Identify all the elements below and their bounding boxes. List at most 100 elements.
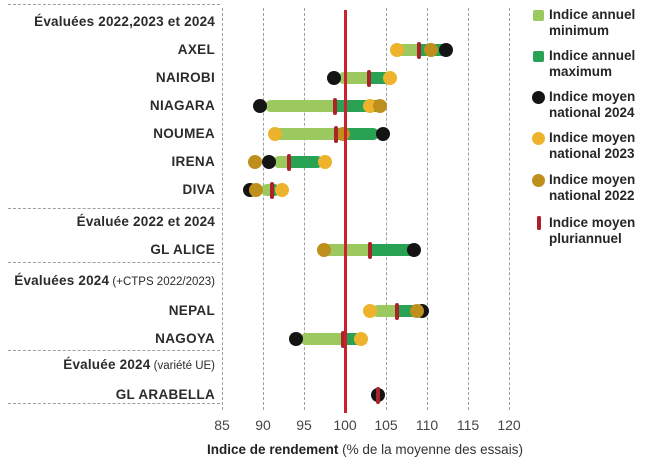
bar-minimum-segment bbox=[264, 100, 336, 112]
legend-item: Indice moyen pluriannuel bbox=[531, 215, 650, 246]
gridline bbox=[467, 8, 469, 410]
x-axis-title: Indice de rendement (% de la moyenne des… bbox=[120, 442, 610, 457]
section-header: Évaluée 2024 (variété UE) bbox=[63, 355, 215, 375]
section-separator bbox=[8, 403, 220, 404]
section-separator bbox=[8, 208, 220, 209]
legend-item: Indice moyen national 2023 bbox=[531, 130, 650, 161]
section-header: Évaluées 2022,2023 et 2024 bbox=[34, 12, 215, 32]
x-tick-label: 115 bbox=[456, 417, 480, 433]
section-header-note: (variété UE) bbox=[150, 360, 215, 372]
legend-label: Indice moyen national 2024 bbox=[549, 89, 636, 120]
dot-national-2024 bbox=[261, 155, 276, 169]
section-header-text: Évaluée 2024 bbox=[63, 357, 151, 372]
legend-square-marker bbox=[533, 51, 544, 62]
reference-line-100 bbox=[344, 10, 347, 413]
x-tick-label: 100 bbox=[333, 417, 357, 433]
pluriannual-mean-tick bbox=[368, 241, 373, 259]
legend-vbar-marker bbox=[537, 216, 541, 230]
legend-label: Indice moyen national 2023 bbox=[549, 130, 636, 161]
variety-label: NAGOYA bbox=[155, 331, 215, 346]
legend-circle-marker bbox=[532, 91, 545, 104]
dot-national-2023 bbox=[389, 43, 404, 57]
dot-national-2022 bbox=[249, 183, 264, 197]
x-tick-label: 110 bbox=[415, 417, 439, 433]
legend-square-marker bbox=[533, 10, 544, 21]
section-header-text: Évaluée 2022 et 2024 bbox=[76, 214, 215, 229]
dot-national-2022 bbox=[410, 304, 425, 318]
variety-label: AXEL bbox=[177, 42, 215, 57]
dot-national-2022 bbox=[247, 155, 262, 169]
dot-national-2023 bbox=[318, 155, 333, 169]
annual-range-bar bbox=[272, 128, 380, 140]
variety-label: NIAGARA bbox=[149, 98, 215, 113]
bar-maximum-segment bbox=[289, 156, 323, 168]
dot-national-2024 bbox=[438, 43, 453, 57]
bar-minimum-segment bbox=[272, 156, 290, 168]
x-tick-label: 95 bbox=[296, 417, 312, 433]
gridline bbox=[262, 8, 264, 410]
dot-national-2024 bbox=[375, 127, 390, 141]
legend-item: Indice annuel minimum bbox=[531, 7, 650, 38]
variety-label: DIVA bbox=[182, 182, 215, 197]
bar-minimum-segment bbox=[261, 184, 273, 196]
bar-minimum-segment bbox=[272, 128, 336, 140]
x-tick-label: 90 bbox=[255, 417, 271, 433]
variety-label: IRENA bbox=[171, 154, 215, 169]
x-tick-label: 85 bbox=[214, 417, 230, 433]
dot-national-2024 bbox=[406, 243, 421, 257]
gridline bbox=[221, 8, 223, 410]
legend-item: Indice moyen national 2022 bbox=[531, 172, 650, 203]
legend-circle-marker bbox=[532, 132, 545, 145]
pluriannual-mean-tick bbox=[333, 125, 338, 143]
gridline bbox=[426, 8, 428, 410]
variety-label: GL ARABELLA bbox=[115, 387, 215, 402]
bar-minimum-segment bbox=[372, 305, 397, 317]
legend-label: Indice moyen national 2022 bbox=[549, 172, 636, 203]
dot-national-2023 bbox=[383, 71, 398, 85]
x-tick-label: 120 bbox=[497, 417, 521, 433]
legend-label: Indice annuel minimum bbox=[549, 7, 636, 38]
legend-item: Indice moyen national 2024 bbox=[531, 89, 650, 120]
legend-circle-marker bbox=[532, 174, 545, 187]
gridline bbox=[303, 8, 305, 410]
pluriannual-mean-tick bbox=[375, 386, 380, 404]
variety-label: NEPAL bbox=[168, 303, 215, 318]
pluriannual-mean-tick bbox=[340, 330, 345, 348]
pluriannual-mean-tick bbox=[394, 302, 399, 320]
section-header: Évaluée 2022 et 2024 bbox=[77, 212, 215, 232]
section-separator bbox=[8, 350, 220, 351]
dot-national-2024 bbox=[326, 71, 341, 85]
pluriannual-mean-tick bbox=[366, 69, 371, 87]
gridline bbox=[385, 8, 387, 410]
dot-national-2023 bbox=[362, 304, 377, 318]
pluriannual-mean-tick bbox=[270, 181, 275, 199]
dot-national-2024 bbox=[288, 332, 303, 346]
gridline bbox=[508, 8, 510, 410]
pluriannual-mean-tick bbox=[287, 153, 292, 171]
section-separator bbox=[8, 4, 220, 5]
bar-minimum-segment bbox=[299, 333, 343, 345]
bar-minimum-segment bbox=[338, 72, 369, 84]
dot-national-2022 bbox=[424, 43, 439, 57]
section-header-text: Évaluées 2024 bbox=[14, 273, 110, 288]
x-axis-title-bold: Indice de rendement bbox=[207, 442, 339, 457]
dot-national-2022 bbox=[336, 127, 351, 141]
variety-label: NAIROBI bbox=[155, 70, 215, 85]
dot-national-2023 bbox=[274, 183, 289, 197]
annual-range-bar bbox=[272, 156, 323, 168]
legend-item: Indice annuel maximum bbox=[531, 48, 650, 79]
dot-national-2022 bbox=[316, 243, 331, 257]
x-tick-label: 105 bbox=[374, 417, 398, 433]
dot-national-2023 bbox=[353, 332, 368, 346]
dot-national-2024 bbox=[252, 99, 267, 113]
dot-national-2022 bbox=[373, 99, 388, 113]
variety-label: NOUMEA bbox=[153, 126, 215, 141]
section-separator bbox=[8, 262, 220, 263]
x-axis-title-rest: (% de la moyenne des essais) bbox=[338, 442, 523, 457]
dot-national-2023 bbox=[268, 127, 283, 141]
legend-label: Indice moyen pluriannuel bbox=[549, 215, 636, 246]
legend-label: Indice annuel maximum bbox=[549, 48, 636, 79]
pluriannual-mean-tick bbox=[333, 97, 338, 115]
pluriannual-mean-tick bbox=[416, 41, 421, 59]
